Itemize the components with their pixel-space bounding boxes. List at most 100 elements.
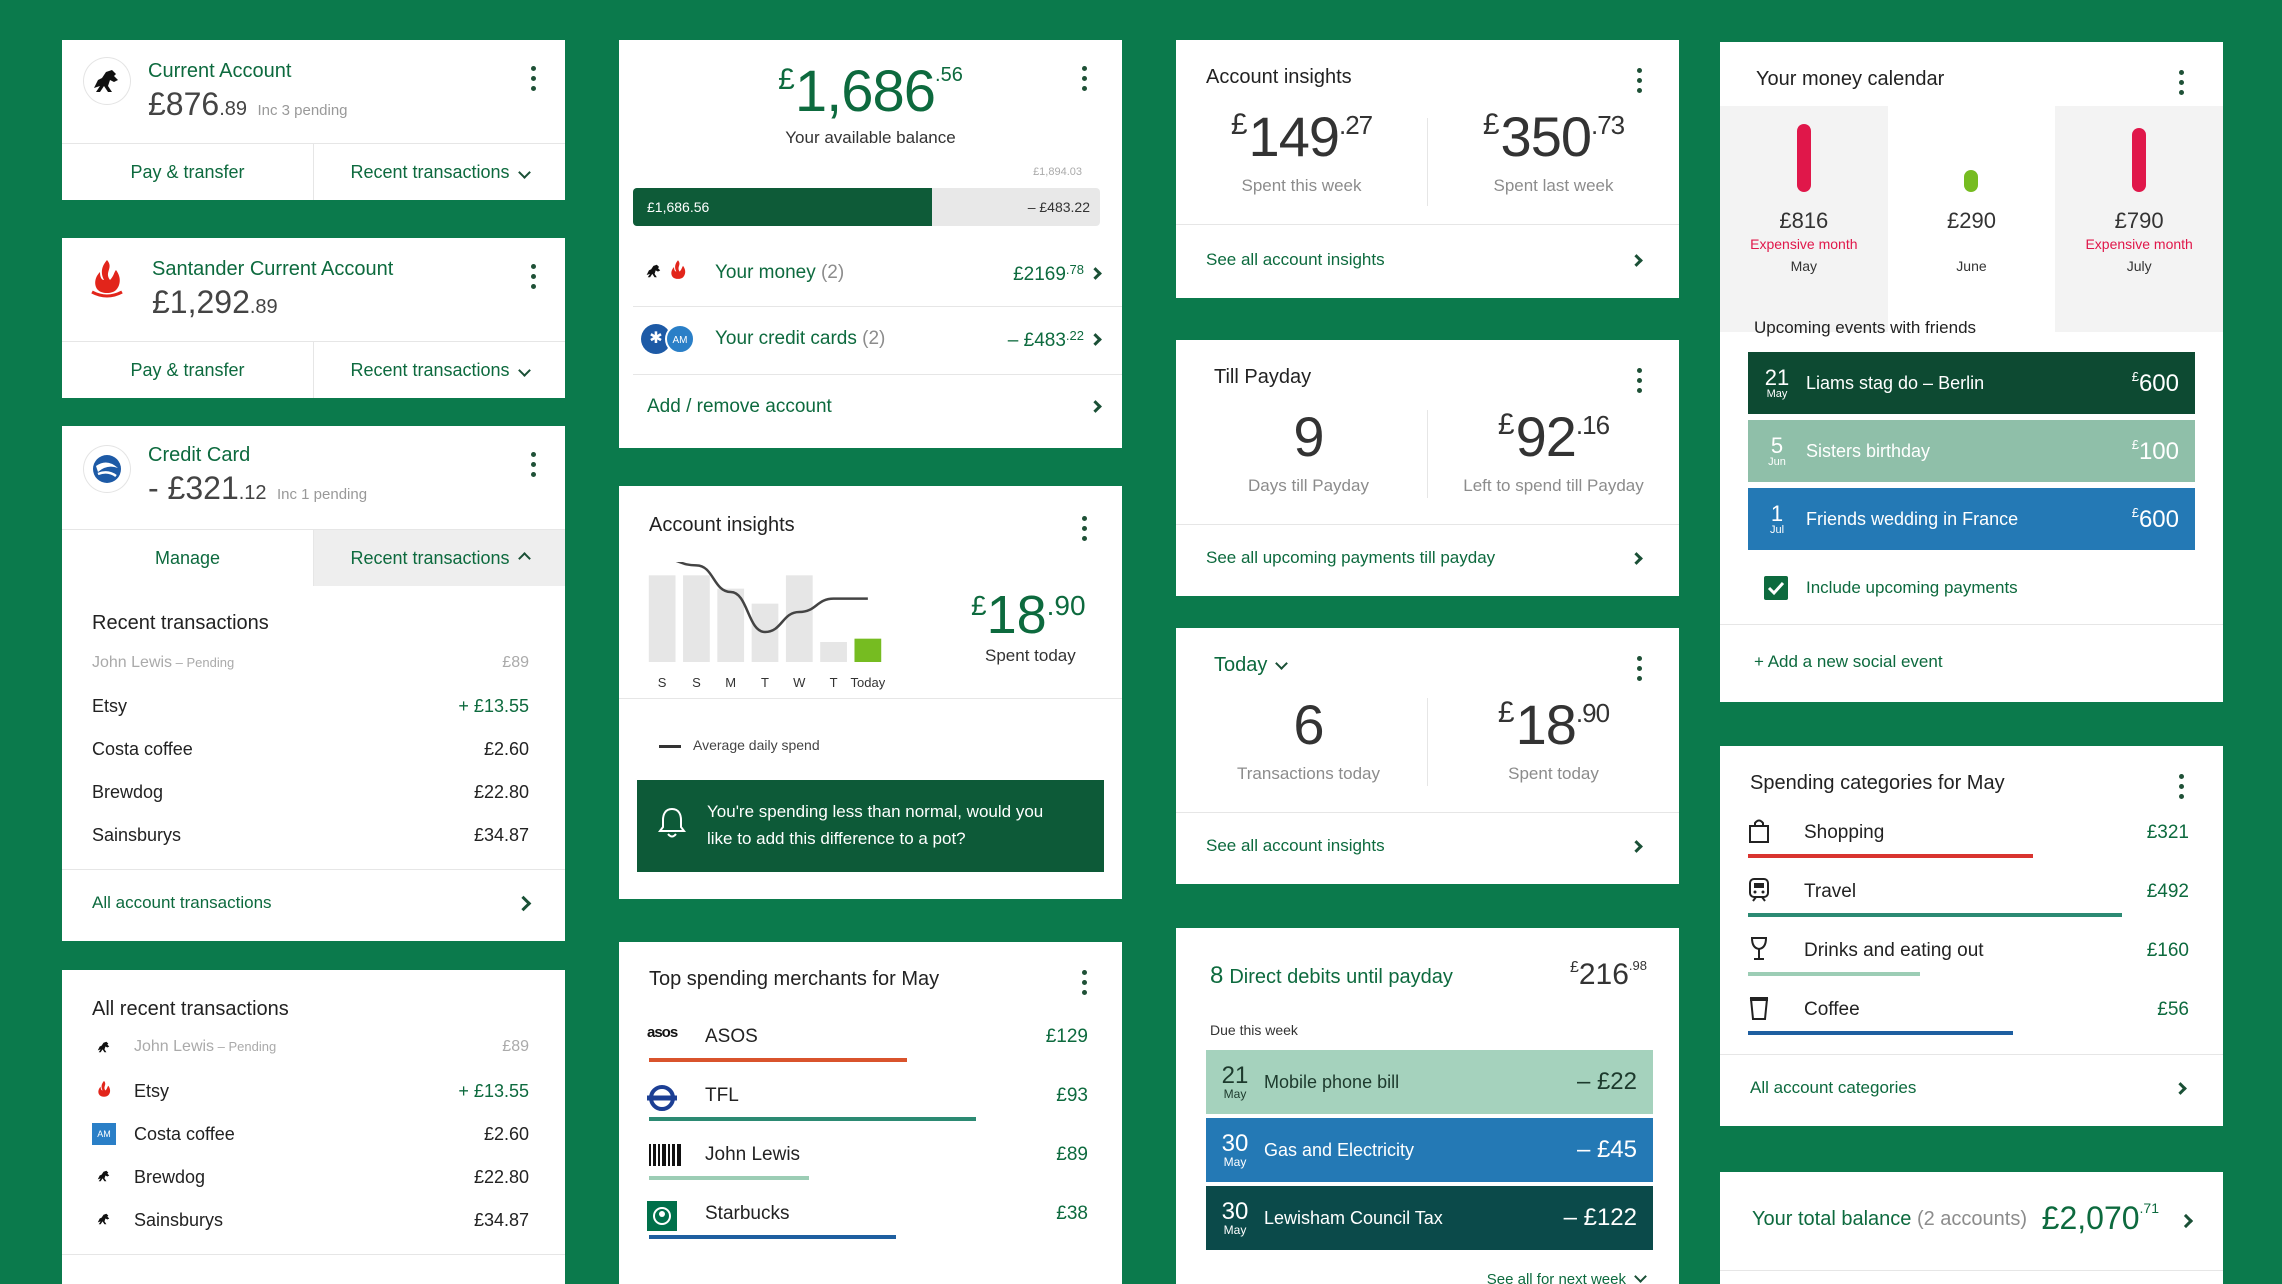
merchant-row[interactable]: Starbucks £38	[619, 1193, 1122, 1249]
direct-debit-row[interactable]: 30 May Lewisham Council Tax – £122	[1206, 1186, 1653, 1250]
lloyds-horse-icon	[92, 1165, 116, 1192]
recent-transactions-toggle[interactable]: Recent transactions	[314, 530, 565, 586]
more-options-icon[interactable]	[1634, 656, 1644, 681]
transaction-amount: £89	[502, 654, 529, 671]
check-icon	[1767, 581, 1785, 596]
transaction-amount: + £13.55	[458, 696, 529, 716]
merchant-row[interactable]: TFL £93	[619, 1075, 1122, 1131]
recent-transactions-toggle[interactable]: Recent transactions	[314, 342, 565, 398]
category-row[interactable]: Drinks and eating out £160	[1720, 930, 2223, 986]
transaction-row[interactable]: Etsy + £13.55	[92, 696, 529, 717]
asos-logo-icon: asos	[647, 1024, 678, 1041]
spend-level-bar	[1796, 124, 1811, 192]
direct-debit-row[interactable]: 30 May Gas and Electricity – £45	[1206, 1118, 1653, 1182]
transaction-row[interactable]: John Lewis – Pending £89	[92, 654, 529, 672]
balance-pence: .56	[935, 64, 963, 86]
event-row[interactable]: 1 Jul Friends wedding in France £600	[1748, 488, 2195, 550]
more-options-icon[interactable]	[1079, 516, 1089, 541]
more-options-icon[interactable]	[2176, 774, 2186, 799]
add-remove-account-link[interactable]: Add / remove account	[647, 396, 832, 417]
transaction-name: Etsy	[134, 1081, 170, 1101]
event-name: Sisters birthday	[1806, 440, 1931, 461]
merchant-row[interactable]: asos ASOS £129	[619, 1016, 1122, 1072]
merchant-amount: £38	[1056, 1203, 1088, 1224]
chart-tick-label: W	[793, 675, 806, 690]
transaction-row[interactable]: Etsy + £13.55	[92, 1080, 529, 1102]
account-title[interactable]: Credit Card	[148, 444, 251, 466]
recent-transactions-toggle[interactable]: Recent transactions	[314, 144, 565, 200]
include-upcoming-checkbox[interactable]	[1764, 576, 1788, 600]
more-options-icon[interactable]	[1634, 68, 1644, 93]
transaction-row[interactable]: Costa coffee £2.60	[92, 739, 529, 760]
more-options-icon[interactable]	[2176, 70, 2186, 95]
spending-alert-banner[interactable]: You're spending less than normal, would …	[637, 780, 1104, 872]
direct-debit-row[interactable]: 21 May Mobile phone bill – £22	[1206, 1050, 1653, 1114]
category-row[interactable]: Travel £492	[1720, 871, 2223, 927]
chart-bar	[683, 575, 710, 662]
manage-button[interactable]: Manage	[154, 547, 221, 568]
more-options-icon[interactable]	[528, 264, 538, 289]
john-lewis-icon	[647, 1142, 683, 1170]
event-row[interactable]: 5 Jun Sisters birthday £100	[1748, 420, 2195, 482]
transaction-row[interactable]: Sainsburys £34.87	[92, 825, 529, 846]
card-title: Spending categories for May	[1750, 772, 2005, 794]
credit-cards-row[interactable]: ✱ AM Your credit cards (2) – £483.22	[619, 308, 1122, 372]
all-account-categories-link[interactable]: All account categories	[1750, 1078, 1917, 1097]
event-row[interactable]: 21 May Liams stag do – Berlin £600	[1748, 352, 2195, 414]
pay-transfer-button[interactable]: Pay & transfer	[130, 161, 245, 182]
calendar-month[interactable]: £816 Expensive month May	[1720, 106, 1888, 332]
chevron-right-icon	[1089, 400, 1102, 413]
category-amount: £321	[2146, 822, 2189, 843]
see-all-insights-link[interactable]: See all account insights	[1206, 836, 1385, 855]
santander-flame-icon	[665, 258, 691, 289]
credit-card-card: Credit Card - £321.12 Inc 1 pending Mana…	[62, 426, 565, 941]
card-title: Your money calendar	[1756, 68, 1945, 90]
more-options-icon[interactable]	[1079, 66, 1089, 91]
today-dropdown[interactable]: Today	[1214, 654, 1289, 677]
amount-value: 600	[2138, 369, 2179, 397]
merchant-row[interactable]: John Lewis £89	[619, 1134, 1122, 1190]
transaction-row[interactable]: John Lewis – Pending £89	[92, 1038, 529, 1056]
all-recent-heading: All recent transactions	[92, 998, 289, 1020]
category-row[interactable]: Shopping £321	[1720, 812, 2223, 868]
account-title[interactable]: Santander Current Account	[152, 258, 394, 280]
more-options-icon[interactable]	[1079, 970, 1089, 995]
see-all-insights-link[interactable]: See all account insights	[1206, 250, 1385, 269]
recent-transactions-label: Recent transactions	[350, 547, 510, 568]
chart-bar	[717, 588, 745, 662]
see-all-next-week-link[interactable]: See all for next week	[1487, 1270, 1647, 1284]
upcoming-events-heading: Upcoming events with friends	[1754, 318, 1977, 337]
merchant-amount: £93	[1056, 1085, 1088, 1106]
santander-account-card: Santander Current Account £1,292.89 Pay …	[62, 238, 565, 398]
spent-last-week-amount: £350.73	[1428, 104, 1679, 169]
add-social-event-link[interactable]: + Add a new social event	[1754, 652, 1943, 671]
spent-today-label: Spent today	[1508, 764, 1599, 783]
chevron-right-icon	[1089, 267, 1102, 280]
transaction-name: Costa coffee	[92, 739, 193, 759]
see-all-upcoming-payments-link[interactable]: See all upcoming payments till payday	[1206, 548, 1496, 567]
account-title[interactable]: Current Account	[148, 60, 292, 82]
all-account-transactions-link[interactable]: All account transactions	[92, 893, 272, 912]
include-upcoming-label[interactable]: Include upcoming payments	[1806, 578, 2018, 597]
transaction-name: Brewdog	[134, 1167, 206, 1187]
transaction-row[interactable]: Brewdog £22.80	[92, 782, 529, 803]
transaction-name: John Lewis	[92, 654, 173, 671]
spent-this-week-amount: £149.27	[1176, 104, 1427, 169]
calendar-month[interactable]: £290 June	[1887, 106, 2056, 332]
pay-transfer-button[interactable]: Pay & transfer	[130, 359, 245, 380]
balance-bar-right-label: – £483.22	[1027, 199, 1090, 215]
currency-symbol: £	[2131, 504, 2139, 520]
calendar-month[interactable]: £790 Expensive month July	[2055, 106, 2223, 332]
transaction-row[interactable]: Brewdog £22.80	[92, 1167, 529, 1188]
train-icon	[1748, 877, 1770, 908]
transaction-row[interactable]: AM Costa coffee £2.60	[92, 1123, 529, 1145]
more-options-icon[interactable]	[528, 452, 538, 477]
chevron-right-icon[interactable]	[2178, 1213, 2194, 1229]
transaction-row[interactable]: Sainsburys £34.87	[92, 1210, 529, 1231]
more-options-icon[interactable]	[1634, 368, 1644, 393]
your-money-row[interactable]: Your money (2) £2169.78	[619, 246, 1122, 306]
more-options-icon[interactable]	[528, 66, 538, 91]
category-row[interactable]: Coffee £56	[1720, 989, 2223, 1045]
chevron-right-icon	[515, 895, 532, 912]
total-main: 216	[1578, 958, 1629, 991]
